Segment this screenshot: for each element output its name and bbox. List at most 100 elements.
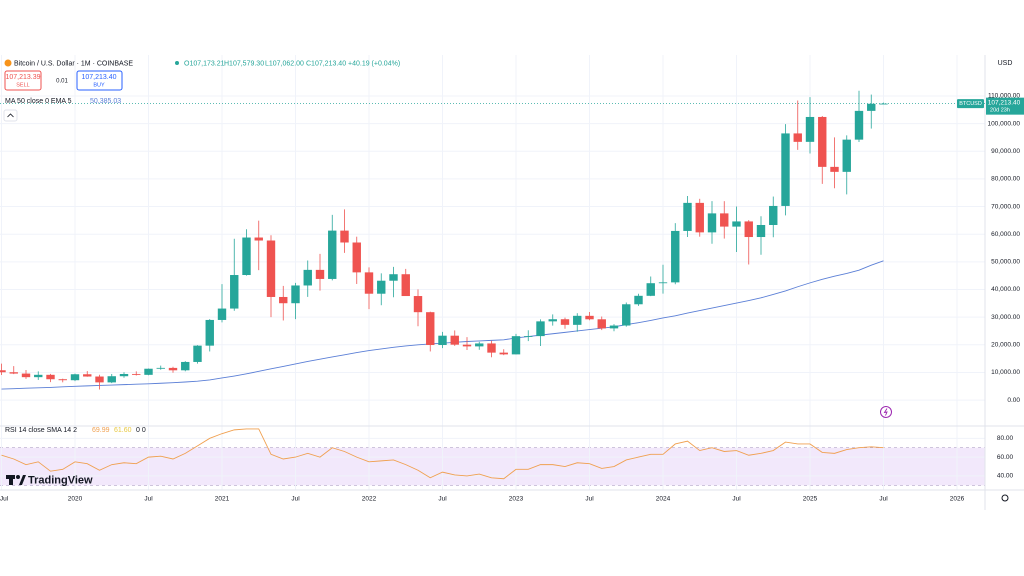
candle-body — [9, 372, 18, 374]
candle-body — [107, 376, 116, 383]
candle-body — [230, 275, 239, 309]
rsi-tick-label: 80.00 — [997, 435, 1014, 442]
candle-body — [560, 319, 570, 325]
candle-body — [769, 205, 778, 225]
candle-body — [156, 367, 165, 369]
ohlc-high: H107,579.30 — [224, 60, 264, 67]
candle-body — [658, 282, 668, 284]
ma-legend: MA 50 close 0 EMA 5 — [5, 98, 72, 105]
x-tick-label: 2021 — [215, 496, 230, 503]
candle-body — [364, 272, 374, 294]
rsi-tick-label: 60.00 — [997, 454, 1014, 461]
buy-label: BUY — [93, 82, 105, 88]
candle-body — [119, 373, 129, 377]
candle-body — [389, 274, 398, 281]
candle-body — [21, 373, 31, 378]
sell-button[interactable] — [4, 70, 42, 91]
sell-label: SELL — [16, 82, 29, 88]
candle-body — [340, 230, 349, 243]
candle-body — [462, 344, 472, 347]
candle-body — [254, 237, 263, 241]
candle-body — [854, 110, 864, 140]
logo-mark — [19, 475, 26, 485]
candle-body — [242, 237, 251, 276]
candle-body — [58, 379, 67, 381]
symbol-title: Bitcoin / U.S. Dollar · 1M · COINBASE — [14, 60, 133, 67]
symbol-tag-text: BTCUSD — [959, 101, 982, 107]
candle-body — [585, 315, 594, 320]
x-tick-label: Jul — [291, 496, 300, 503]
collapse-button[interactable] — [3, 109, 18, 122]
candle-body — [438, 335, 447, 346]
y-tick-label: 50,000.00 — [991, 259, 1020, 266]
candle-body — [144, 368, 153, 375]
ohlc-open: O107,173.21 — [184, 60, 225, 67]
candle-body — [646, 283, 655, 296]
candle-body — [46, 374, 55, 380]
x-tick-label: Jul — [0, 496, 9, 503]
candle-body — [279, 296, 288, 304]
candle-body — [867, 103, 876, 111]
y-tick-label: 60,000.00 — [991, 231, 1020, 238]
ohlc-low: L107,062.00 — [265, 60, 304, 67]
chart-background — [0, 55, 1024, 510]
candle-body — [352, 242, 361, 273]
candle-body — [879, 103, 888, 105]
rsi-extra: 0 0 — [136, 427, 146, 434]
candle-body — [70, 374, 80, 381]
x-tick-label: Jul — [144, 496, 153, 503]
candle-body — [291, 285, 300, 304]
rsi-tick-label: 40.00 — [997, 473, 1014, 480]
sell-price: 107,213.39 — [5, 74, 40, 81]
rsi-sma-value: 61.60 — [114, 427, 132, 434]
x-tick-label: Jul — [585, 496, 594, 503]
candle-body — [34, 374, 43, 378]
market-status — [175, 61, 179, 65]
y-tick-label: 20,000.00 — [991, 342, 1020, 349]
price-tag — [986, 97, 1024, 115]
x-tick-label: 2025 — [803, 496, 818, 503]
candle-body — [707, 213, 717, 233]
candle-body — [401, 274, 410, 297]
candle-body — [720, 213, 729, 227]
candle-body — [683, 202, 692, 231]
x-tick-label: 2022 — [362, 496, 377, 503]
candle-body — [303, 269, 312, 286]
x-tick-label: Jul — [732, 496, 741, 503]
rsi-band — [0, 447, 985, 486]
logo-mark — [9, 475, 13, 485]
x-tick-label: 2020 — [68, 496, 83, 503]
btc-icon — [4, 59, 12, 67]
candle-body — [413, 296, 423, 313]
candle-body — [95, 376, 104, 383]
y-tick-label: 40,000.00 — [991, 286, 1020, 293]
logo-text: TradingView — [28, 474, 93, 486]
candle-body — [756, 224, 766, 238]
ohlc-close: C107,213.40 — [306, 60, 346, 67]
candle-body — [842, 139, 851, 172]
x-tick-label: 2024 — [656, 496, 671, 503]
candle-body — [499, 352, 508, 355]
candle-body — [205, 319, 214, 346]
candle-body — [597, 319, 606, 329]
candle-body — [487, 343, 496, 353]
candle-body — [622, 304, 631, 326]
y-tick-label: 0.00 — [1007, 397, 1020, 404]
x-tick-label: Jul — [438, 496, 447, 503]
y-tick-label: 100,000.00 — [987, 120, 1020, 127]
countdown-text: 20d 23h — [990, 108, 1010, 114]
x-tick-label: 2026 — [950, 496, 965, 503]
candle-body — [524, 336, 533, 337]
candle-body — [573, 315, 582, 325]
candle-body — [0, 370, 6, 373]
candle-body — [475, 343, 484, 347]
buy-button[interactable] — [76, 70, 123, 91]
y-tick-label: 70,000.00 — [991, 203, 1020, 210]
settings-icon[interactable] — [1001, 494, 1009, 502]
candle-body — [830, 166, 839, 172]
y-tick-label: 90,000.00 — [991, 148, 1020, 155]
spread: 0.01 — [56, 79, 68, 85]
candle-body — [744, 221, 753, 238]
